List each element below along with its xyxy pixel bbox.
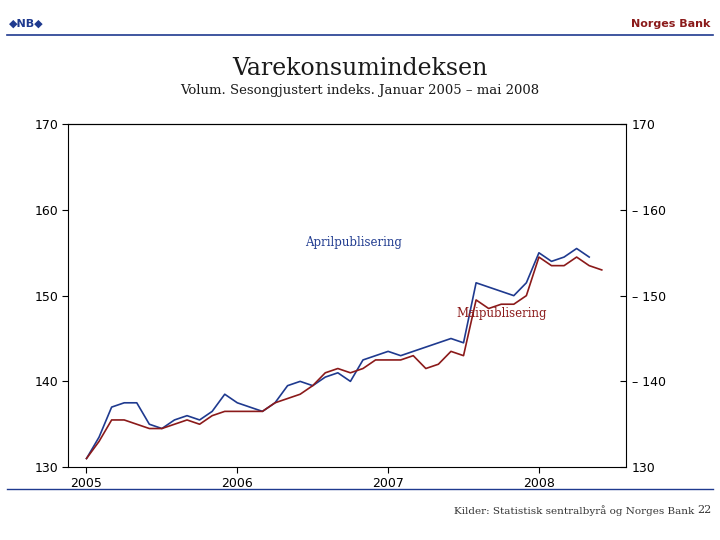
Text: Aprilpublisering: Aprilpublisering (305, 236, 402, 249)
Text: Maipublisering: Maipublisering (456, 307, 546, 320)
Text: 22: 22 (697, 505, 711, 515)
Text: Varekonsumindeksen: Varekonsumindeksen (233, 57, 487, 80)
Text: Kilder: Statistisk sentralbyrå og Norges Bank: Kilder: Statistisk sentralbyrå og Norges… (454, 505, 694, 516)
Text: Norges Bank: Norges Bank (631, 19, 711, 29)
Text: Volum. Sesongjustert indeks. Januar 2005 – mai 2008: Volum. Sesongjustert indeks. Januar 2005… (181, 84, 539, 97)
Text: ◆NB◆: ◆NB◆ (9, 19, 44, 29)
